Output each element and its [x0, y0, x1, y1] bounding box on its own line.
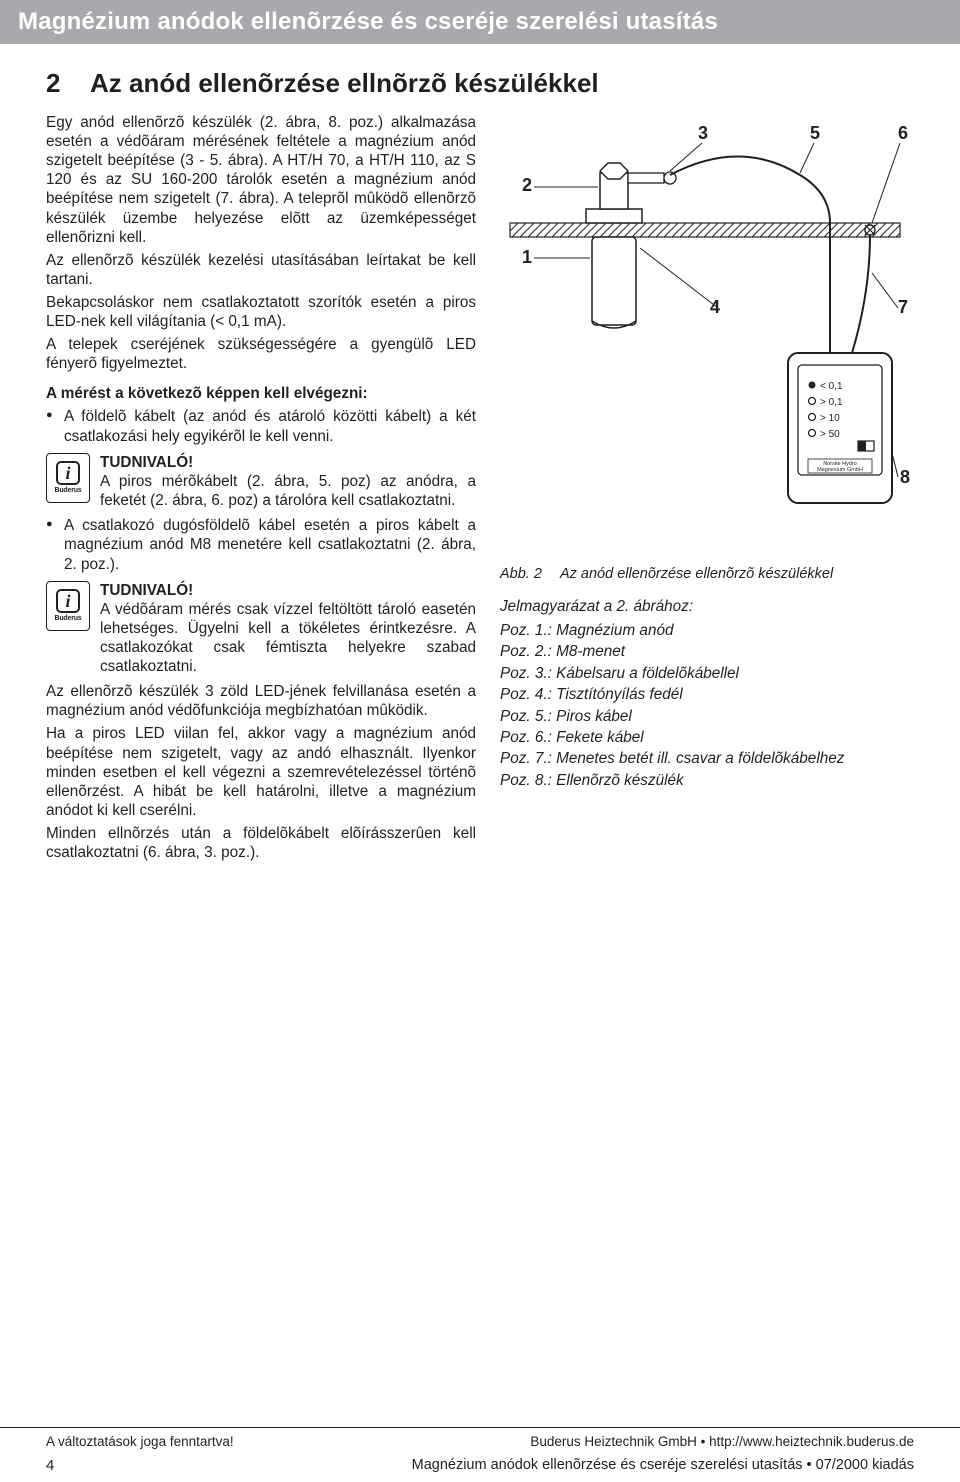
- page-content: 2 Az anód ellenõrzése ellnõrzõ készülékk…: [0, 44, 960, 866]
- note-text: TUDNIVALÓ! A piros mérõkábelt (2. ábra, …: [100, 453, 476, 510]
- paragraph: Az ellenõrzõ készülék kezelési utasításá…: [46, 251, 476, 289]
- section-number: 2: [46, 68, 90, 99]
- fig-label-3: 3: [698, 123, 708, 143]
- footer-left-top: A változtatások joga fenntartva!: [46, 1434, 234, 1449]
- bullet-item: A csatlakozó dugósföldelõ kábel esetén a…: [46, 516, 476, 575]
- fig-label-4: 4: [710, 297, 720, 317]
- legend-line: Poz. 8.: Ellenõrzõ készülék: [500, 770, 910, 791]
- header-title: Magnézium anódok ellenõrzése és cseréje …: [18, 8, 718, 35]
- caption-text: Az anód ellenõrzése ellenõrzõ készülékke…: [560, 566, 833, 582]
- info-brand: Buderus: [55, 487, 82, 494]
- page-number: 4: [46, 1457, 54, 1474]
- info-letter: i: [56, 461, 80, 485]
- fig-label-7: 7: [898, 297, 908, 317]
- info-icon: i Buderus: [46, 581, 90, 631]
- figure: < 0,1 > 0,1 > 10 > 50 Norske Hydro Magne…: [500, 113, 910, 582]
- diagram-svg: < 0,1 > 0,1 > 10 > 50 Norske Hydro Magne…: [500, 113, 910, 553]
- caption-abb: Abb. 2: [500, 566, 542, 582]
- paragraph: Egy anód ellenõrzõ készülék (2. ábra, 8.…: [46, 113, 476, 247]
- paragraph: Minden ellnõrzés után a földelõkábelt el…: [46, 824, 476, 862]
- section-title: Az anód ellenõrzése ellnõrzõ készülékkel: [90, 68, 599, 99]
- tester-line: < 0,1: [820, 381, 843, 392]
- info-letter: i: [56, 589, 80, 613]
- paragraph: Ha a piros LED viilan fel, akkor vagy a …: [46, 724, 476, 820]
- legend-heading: Jelmagyarázat a 2. ábrához:: [500, 598, 910, 616]
- note-box: i Buderus TUDNIVALÓ! A védõáram mérés cs…: [46, 581, 476, 677]
- paragraph: Az ellenõrzõ készülék 3 zöld LED-jének f…: [46, 682, 476, 720]
- paragraph: Bekapcsoláskor nem csatlakoztatott szorí…: [46, 293, 476, 331]
- info-icon: i Buderus: [46, 453, 90, 503]
- tester-brand: Magnesium GmbH: [817, 467, 863, 473]
- note-body: A piros mérõkábelt (2. ábra, 5. poz) az …: [100, 473, 476, 509]
- legend-line: Poz. 2.: M8-menet: [500, 641, 910, 662]
- note-title: TUDNIVALÓ!: [100, 582, 193, 599]
- legend-line: Poz. 6.: Fekete kábel: [500, 727, 910, 748]
- fig-label-2: 2: [522, 175, 532, 195]
- right-column: < 0,1 > 0,1 > 10 > 50 Norske Hydro Magne…: [500, 113, 910, 866]
- header-bar: Magnézium anódok ellenõrzése és cseréje …: [0, 0, 960, 44]
- note-title: TUDNIVALÓ!: [100, 454, 193, 471]
- fig-label-1: 1: [522, 247, 532, 267]
- fig-label-6: 6: [898, 123, 908, 143]
- figure-caption: Abb. 2 Az anód ellenõrzése ellenõrzõ kés…: [500, 566, 910, 582]
- legend-line: Poz. 4.: Tisztítónyílás fedél: [500, 684, 910, 705]
- subheading: A mérést a következõ képpen kell elvégez…: [46, 385, 476, 403]
- page-footer: A változtatások joga fenntartva! Buderus…: [0, 1427, 960, 1482]
- legend-line: Poz. 3.: Kábelsaru a földelõkábellel: [500, 663, 910, 684]
- fig-label-5: 5: [810, 123, 820, 143]
- tester-line: > 0,1: [820, 397, 843, 408]
- left-column: Egy anód ellenõrzõ készülék (2. ábra, 8.…: [46, 113, 476, 866]
- legend-line: Poz. 5.: Piros kábel: [500, 706, 910, 727]
- legend-line: Poz. 7.: Menetes betét ill. csavar a föl…: [500, 748, 910, 769]
- bullet-item: A földelõ kábelt (az anód és atároló köz…: [46, 407, 476, 446]
- note-box: i Buderus TUDNIVALÓ! A piros mérõkábelt …: [46, 453, 476, 510]
- info-brand: Buderus: [55, 615, 82, 622]
- note-text: TUDNIVALÓ! A védõáram mérés csak vízzel …: [100, 581, 476, 677]
- footer-right-top: Buderus Heiztechnik GmbH • http://www.he…: [530, 1434, 914, 1449]
- tester-line: > 10: [820, 413, 840, 424]
- note-body: A védõáram mérés csak vízzel feltöltött …: [100, 601, 476, 675]
- footer-right-bottom: Magnézium anódok ellenõrzése és cseréje …: [412, 1457, 914, 1474]
- tester-line: > 50: [820, 429, 840, 440]
- fig-label-8: 8: [900, 467, 910, 487]
- section-heading: 2 Az anód ellenõrzése ellnõrzõ készülékk…: [46, 68, 914, 99]
- paragraph: A telepek cseréjének szükségességére a g…: [46, 335, 476, 373]
- legend-line: Poz. 1.: Magnézium anód: [500, 620, 910, 641]
